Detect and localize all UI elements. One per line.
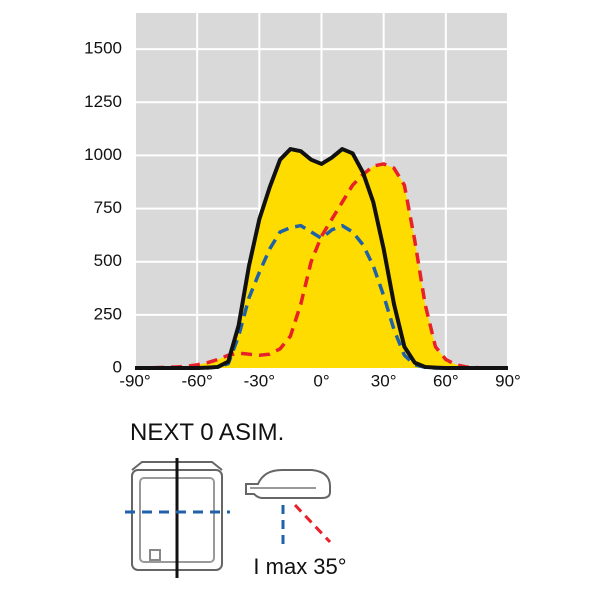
line-series: [135, 162, 508, 370]
area-fill: [135, 163, 508, 368]
imax-label: I max 35°: [253, 554, 346, 579]
y-tick-label: 1500: [84, 39, 122, 58]
x-tick-label: 90°: [495, 371, 521, 390]
x-tick-label: -30°: [244, 371, 275, 390]
caption: NEXT 0 ASIM.: [130, 419, 284, 446]
x-tick-label: -60°: [181, 371, 212, 390]
y-tick-label: 500: [94, 251, 122, 270]
side-view-icon: [245, 469, 332, 545]
x-tick-label: 30°: [371, 371, 397, 390]
y-tick-label: 0: [113, 357, 122, 376]
y-tick-label: 250: [94, 304, 122, 323]
y-tick-label: 1000: [84, 145, 122, 164]
y-tick-label: 750: [94, 198, 122, 217]
x-tick-label: 60°: [433, 371, 459, 390]
x-tick-label: 0°: [313, 371, 329, 390]
line-series: [135, 147, 508, 370]
front-view-icon: [125, 458, 230, 578]
x-tick-label: -90°: [119, 371, 150, 390]
y-tick-label: 1250: [84, 92, 122, 111]
